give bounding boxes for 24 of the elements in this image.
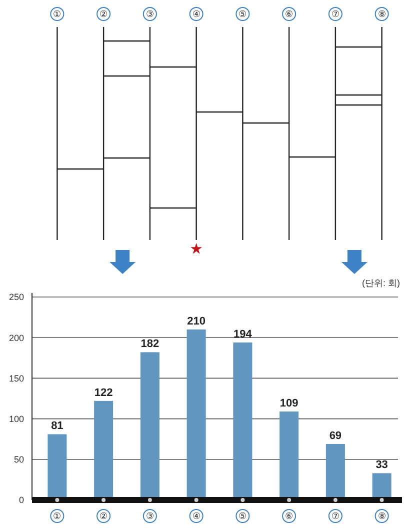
y-tick-label: 200 (8, 332, 24, 343)
x-tick-label: ⑦ (331, 511, 340, 522)
x-tick-label: ⑤ (238, 511, 247, 522)
data-label: 109 (280, 397, 298, 410)
data-label: 182 (140, 338, 160, 350)
data-label: 33 (376, 459, 388, 472)
x-tick-label: ⑧ (378, 511, 386, 522)
x-tick-label: ③ (146, 511, 154, 522)
x-tick-label: ② (100, 511, 108, 522)
x-tick-label: ④ (192, 511, 200, 522)
data-label: 122 (94, 386, 113, 399)
data-label: 194 (234, 328, 253, 340)
data-label: 210 (187, 315, 206, 328)
y-tick-label: 100 (8, 414, 24, 424)
data-label: 81 (51, 420, 64, 432)
y-tick-label: 250 (8, 292, 24, 302)
y-tick-label: 50 (14, 454, 24, 465)
x-tick-label: ① (53, 511, 62, 522)
ladder-diagram: ① ② ③ ④ ⑤ ⑥ ⑦ ⑧ (50, 7, 389, 240)
y-tick-label: 150 (8, 373, 24, 384)
text: (단위: 회) (362, 278, 400, 288)
y-tick-label: 0 (18, 495, 24, 506)
x-tick-label: ⑥ (285, 511, 294, 522)
data-label: 69 (329, 430, 342, 442)
